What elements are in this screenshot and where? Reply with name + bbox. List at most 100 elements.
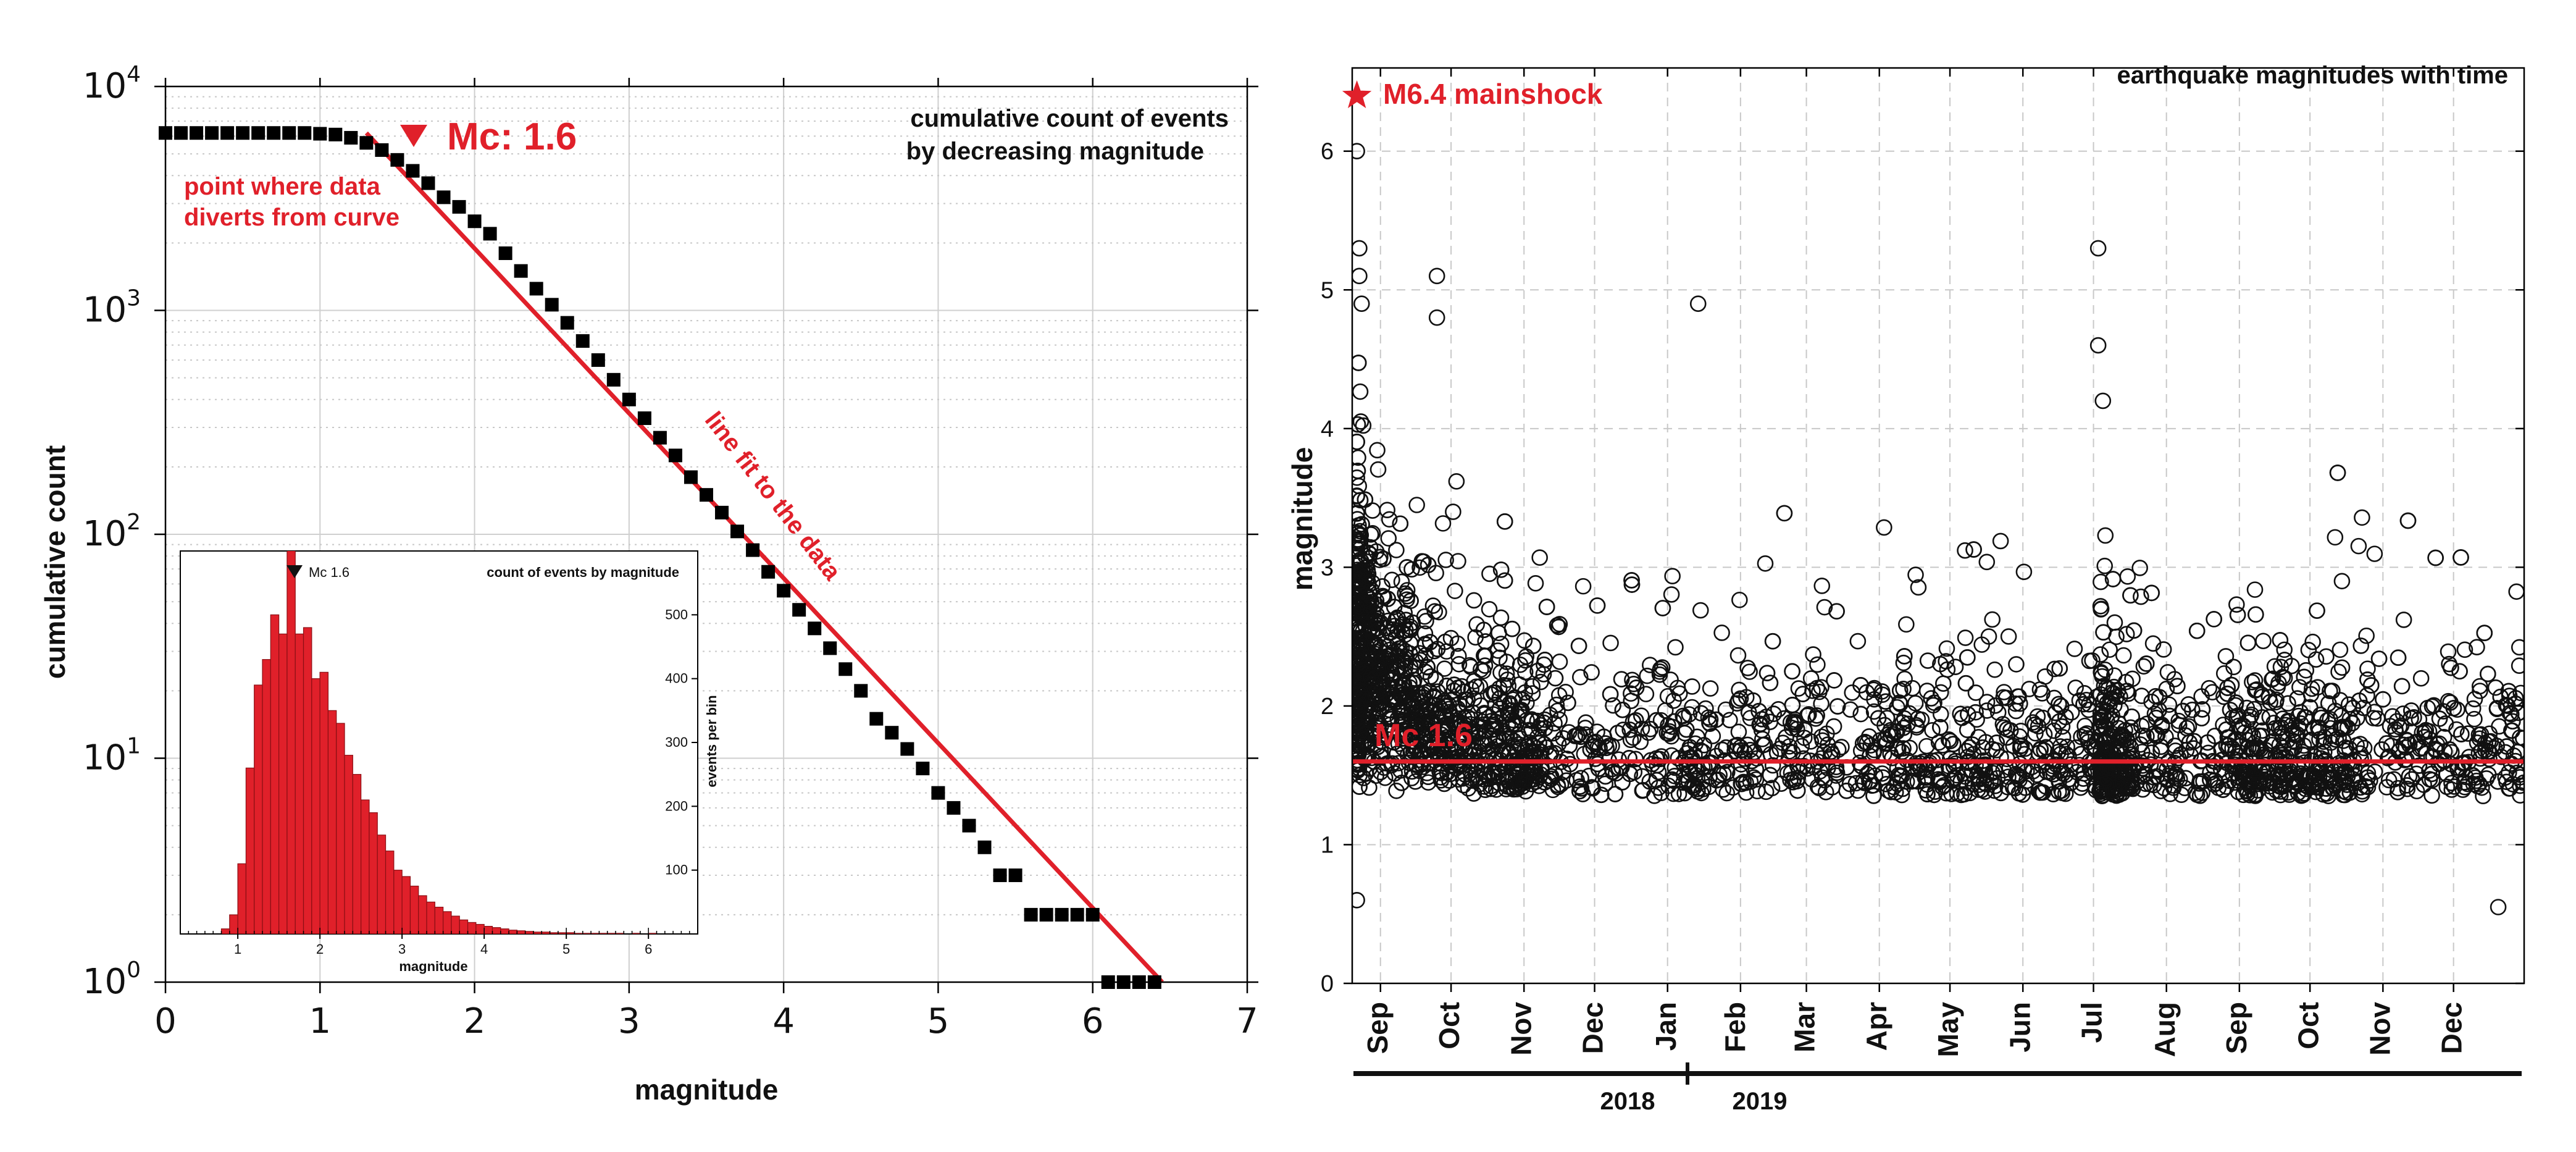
event-point xyxy=(2329,465,2346,481)
event-point xyxy=(2369,710,2386,727)
event-point xyxy=(1813,578,1831,594)
event-point xyxy=(1550,618,1567,636)
event-point xyxy=(2448,721,2465,738)
event-point xyxy=(1516,663,1534,681)
inset-x-tick-label: 6 xyxy=(645,941,652,957)
event-point xyxy=(1910,579,1927,596)
event-point xyxy=(2054,765,2072,782)
event-point xyxy=(2162,765,2178,782)
event-point xyxy=(2143,584,2160,602)
cumulative-count-point xyxy=(854,684,868,698)
event-point xyxy=(1352,549,1365,566)
event-point xyxy=(1870,710,1887,727)
event-point xyxy=(2046,660,2063,678)
inset-histogram-bar xyxy=(369,812,378,934)
event-point xyxy=(1999,721,2015,738)
event-point xyxy=(1481,729,1498,747)
mc-line-label: Mc 1.6 xyxy=(1374,718,1473,754)
event-point xyxy=(1735,773,1752,791)
event-point xyxy=(1370,738,1386,755)
event-point xyxy=(1998,689,2015,707)
event-point xyxy=(2333,721,2350,738)
right-month-label: Oct xyxy=(1433,1002,1465,1049)
event-point xyxy=(2122,587,2139,604)
event-point xyxy=(1799,707,1816,724)
cumulative-count-point xyxy=(1070,907,1084,922)
event-point xyxy=(1842,701,1859,718)
event-point xyxy=(1852,705,1870,723)
event-point xyxy=(1589,597,1606,614)
event-point xyxy=(1607,786,1624,802)
event-point xyxy=(1587,733,1604,750)
event-point xyxy=(2488,738,2505,754)
event-point xyxy=(2431,710,2448,727)
notable-event-point xyxy=(1352,143,1365,160)
cumulative-count-point xyxy=(684,470,698,484)
event-point xyxy=(1413,728,1431,745)
event-point xyxy=(1367,613,1384,630)
event-point xyxy=(2354,786,2370,803)
right-y-tick-label: 6 xyxy=(1321,139,1334,165)
event-point xyxy=(1471,724,1487,741)
event-point xyxy=(1426,696,1444,713)
inset-histogram-bar xyxy=(254,684,263,934)
event-point xyxy=(2093,600,2110,617)
event-point xyxy=(1758,665,1776,681)
event-point xyxy=(2322,734,2340,751)
right-grid xyxy=(1352,68,2524,983)
event-point xyxy=(1604,763,1621,780)
event-point xyxy=(2344,699,2362,717)
event-point xyxy=(2093,720,2110,736)
inset-y-tick-label: 400 xyxy=(665,671,688,686)
cumulative-count-point xyxy=(730,524,745,539)
event-point xyxy=(2453,549,2469,566)
event-point xyxy=(1393,573,1410,591)
event-point xyxy=(2293,787,2310,804)
event-point xyxy=(1593,786,1610,804)
event-point xyxy=(1382,691,1399,708)
cumulative-count-point xyxy=(483,227,497,241)
event-point xyxy=(1498,665,1515,682)
event-point xyxy=(2327,731,2344,748)
event-point xyxy=(2118,730,2135,747)
event-point xyxy=(2478,770,2495,787)
inset-histogram-bar xyxy=(409,885,419,934)
inset-histogram-bar xyxy=(615,933,624,934)
event-point xyxy=(2199,734,2216,751)
event-point xyxy=(1560,724,1578,741)
event-point xyxy=(1379,502,1395,518)
event-point xyxy=(1507,758,1524,775)
event-point xyxy=(2101,641,2118,658)
event-point xyxy=(1445,676,1463,693)
event-point xyxy=(1978,694,1996,710)
event-point xyxy=(1813,696,1830,712)
event-point xyxy=(1524,637,1542,655)
event-point xyxy=(1907,695,1924,712)
event-point xyxy=(2135,658,2152,675)
event-point xyxy=(2327,529,2344,546)
event-point xyxy=(1876,519,1892,536)
event-point xyxy=(2290,719,2307,736)
event-point xyxy=(1352,592,1365,609)
event-point xyxy=(2322,711,2338,728)
event-point xyxy=(2403,702,2420,719)
event-point xyxy=(2158,680,2175,697)
notable-event-point xyxy=(1353,295,1370,313)
event-point xyxy=(2078,691,2095,708)
event-point xyxy=(2097,527,2114,544)
event-point xyxy=(1784,774,1802,791)
event-point xyxy=(1628,712,1644,729)
event-point xyxy=(2029,708,2046,725)
event-point xyxy=(1370,461,1387,478)
event-point xyxy=(2289,690,2306,707)
event-point xyxy=(1919,786,1936,803)
event-point xyxy=(2059,738,2075,755)
event-point xyxy=(1978,702,1996,719)
event-point xyxy=(1352,434,1365,450)
event-point xyxy=(1733,775,1750,793)
event-point xyxy=(2011,728,2028,745)
inset-histogram-bar xyxy=(426,901,435,934)
event-point xyxy=(1762,767,1779,784)
event-point xyxy=(1476,647,1492,664)
event-point xyxy=(1390,660,1407,676)
